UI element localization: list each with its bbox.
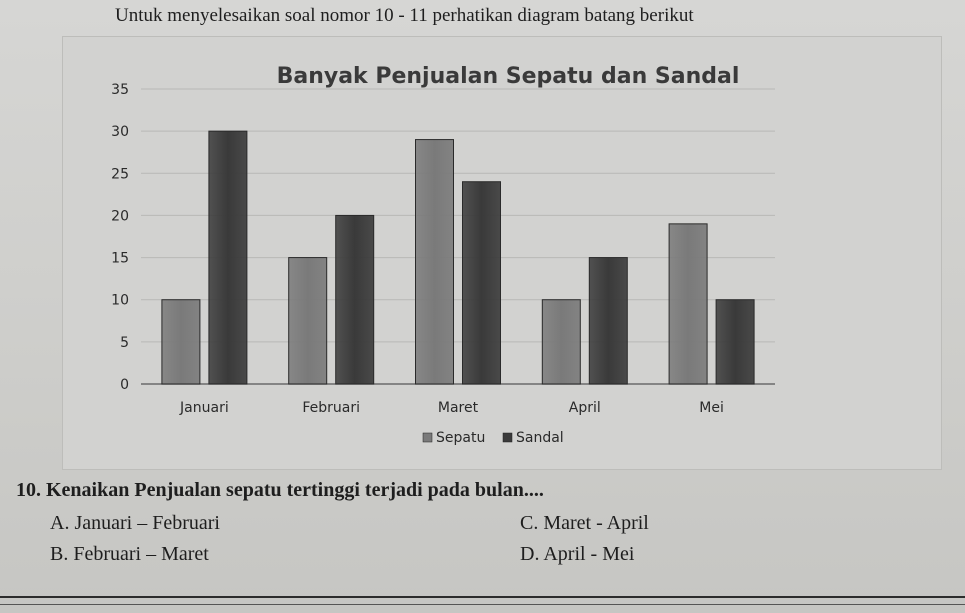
x-category-label: Februari: [302, 400, 360, 416]
bar-sandal-januari: [208, 130, 248, 385]
bar-sandal-april: [588, 257, 628, 385]
y-axis-ticks: 0 5 10 15 20 25 30 35: [111, 82, 129, 393]
bar-sepatu-maret: [415, 139, 454, 385]
y-tick-label: 10: [111, 293, 129, 309]
chart-title: Banyak Penjualan Sepatu dan Sandal: [277, 64, 740, 89]
bars: [161, 130, 755, 385]
bar-sandal-februari: [335, 214, 375, 385]
bar-sepatu-mei: [668, 223, 708, 385]
legend-label: Sandal: [516, 430, 564, 446]
y-tick-label: 15: [111, 251, 129, 267]
option-a[interactable]: A. Januari – Februari: [50, 512, 220, 534]
bar-sepatu-april: [541, 299, 581, 385]
legend-swatch: [422, 432, 433, 443]
x-category-label: April: [569, 400, 601, 416]
bar-sepatu-februari: [288, 257, 328, 385]
x-axis-categories: Januari Februari Maret April Mei: [179, 400, 724, 416]
option-d[interactable]: D. April - Mei: [520, 543, 635, 565]
y-tick-label: 0: [120, 377, 129, 393]
instruction-text: Untuk menyelesaikan soal nomor 10 - 11 p…: [115, 5, 694, 26]
y-tick-label: 30: [111, 124, 129, 140]
bar-sandal-maret: [462, 181, 501, 385]
x-category-label: Mei: [699, 400, 724, 416]
option-c[interactable]: C. Maret - April: [520, 512, 649, 534]
x-category-label: Maret: [438, 400, 479, 416]
bar-sandal-mei: [715, 299, 755, 385]
option-b[interactable]: B. Februari – Maret: [50, 543, 209, 565]
bar-sepatu-januari: [161, 299, 201, 385]
legend-label: Sepatu: [436, 430, 485, 446]
page-rule-line: [0, 604, 965, 605]
bar-chart: Banyak Penjualan Sepatu dan Sandal 0 5 10 1…: [111, 64, 775, 446]
legend: Sepatu Sandal: [422, 430, 564, 446]
question-text: 10. Kenaikan Penjualan sepatu tertinggi …: [16, 479, 544, 501]
y-tick-label: 5: [120, 335, 129, 351]
chart-panel: Banyak Penjualan Sepatu dan Sandal 0 5 10 1…: [62, 36, 942, 470]
y-tick-label: 35: [111, 82, 129, 98]
page-rule-line: [0, 596, 965, 598]
legend-swatch: [502, 432, 513, 443]
x-category-label: Januari: [179, 400, 229, 416]
y-tick-label: 20: [111, 208, 129, 224]
y-tick-label: 25: [111, 166, 129, 182]
